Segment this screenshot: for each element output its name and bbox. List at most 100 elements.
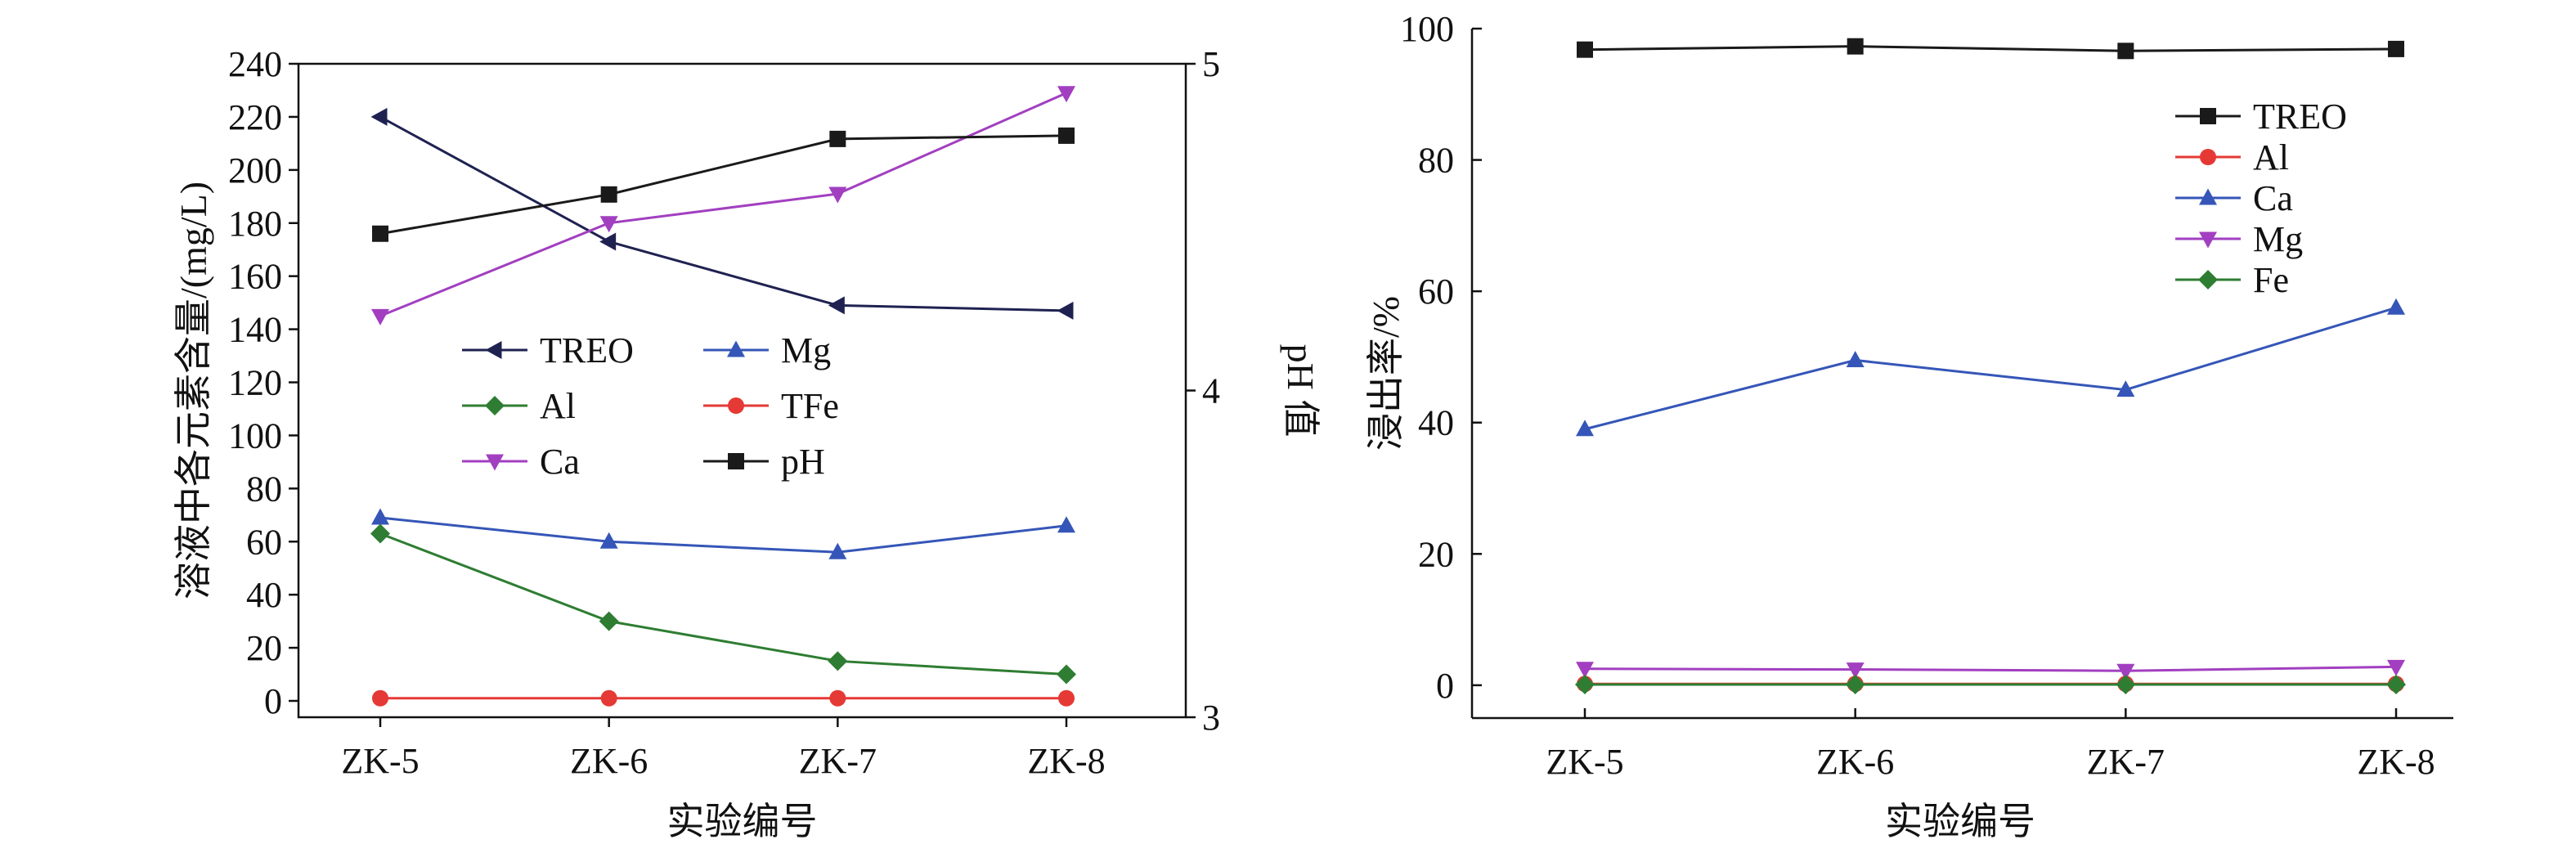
x-axis-label: 实验编号 <box>1885 801 2035 842</box>
right-chart: 0 20 40 60 80 100 ZK-5 ZK-6 ZK-7 ZK-8 实验编号 浸出率/% TRE… <box>1365 9 2453 842</box>
data-point-treo <box>370 107 388 126</box>
data-point-fe <box>1845 675 1865 695</box>
y-tick-label: 160 <box>228 257 282 297</box>
x-tick-label: ZK-7 <box>2087 742 2165 782</box>
data-point-fe <box>2116 675 2136 695</box>
legend-marker-ca <box>486 454 504 471</box>
y-tick-label: 40 <box>246 575 282 615</box>
data-point-ca <box>599 216 618 233</box>
legend-label-al: Al <box>540 386 576 426</box>
data-point-mg <box>2116 663 2135 680</box>
y2-tick-label: 5 <box>1202 44 1220 84</box>
y-axis-label: 浸出率/% <box>1365 296 1407 451</box>
data-point-mg <box>599 532 618 549</box>
series-line-mg <box>379 516 1067 554</box>
data-point-mg <box>828 542 847 559</box>
data-point-treo <box>1847 38 1864 55</box>
y-tick-label: 140 <box>228 310 282 350</box>
series-line-ca <box>1584 306 2397 431</box>
y-tick-label: 0 <box>1436 666 1454 706</box>
y-tick-label: 120 <box>228 363 282 403</box>
data-point-treo <box>2388 40 2404 57</box>
legend-label-mg: Mg <box>781 330 831 370</box>
data-point-treo <box>2117 43 2134 60</box>
x-axis-label: 实验编号 <box>667 801 818 842</box>
y2-tick-label: 4 <box>1202 371 1220 411</box>
legend-marker-ca <box>2199 188 2217 205</box>
y-tick-label: 220 <box>228 97 282 137</box>
legend-marker-treo <box>2200 108 2216 124</box>
y-tick-label: 80 <box>246 469 282 509</box>
legend-marker-treo <box>485 341 502 359</box>
data-point-fe <box>1575 675 1595 695</box>
data-point-mg <box>371 508 389 525</box>
data-point-ph <box>829 130 846 147</box>
y-tick-label: 20 <box>1418 534 1454 574</box>
y-tick-label: 100 <box>228 415 282 456</box>
x-tick-label: ZK-5 <box>341 741 419 781</box>
data-point-mg <box>2387 659 2405 676</box>
legend-label-ca: Ca <box>540 442 580 482</box>
legend-marker-tfe <box>728 397 744 414</box>
data-point-al <box>370 523 390 544</box>
legend-label-al: Al <box>2253 137 2289 177</box>
data-point-al <box>1057 664 1076 685</box>
y2-axis-label: pH 值 <box>1280 344 1322 438</box>
y-tick-label: 100 <box>1400 9 1454 49</box>
legend-marker-al <box>485 396 505 415</box>
data-point-mg <box>1057 516 1075 533</box>
data-point-treo <box>1577 41 1593 58</box>
legend-label-ca: Ca <box>2253 178 2293 218</box>
data-point-ca <box>2116 380 2135 397</box>
data-point-tfe <box>1058 689 1075 707</box>
y-tick-label: 60 <box>1418 272 1454 312</box>
x-tick-label: ZK-6 <box>1816 742 1894 782</box>
data-point-fe <box>2386 675 2406 695</box>
legend-label-treo: TREO <box>2253 97 2347 137</box>
series-line-mg <box>1584 665 2397 672</box>
y-tick-label: 240 <box>228 44 282 84</box>
data-point-ph <box>372 225 388 242</box>
series-line-treo <box>379 115 1067 312</box>
x-tick-label: ZK-8 <box>2357 742 2435 782</box>
data-point-ca <box>1057 86 1075 103</box>
series-line-al <box>379 532 1067 676</box>
legend-marker-mg <box>727 340 745 357</box>
data-point-ca <box>1846 350 1865 367</box>
x-tick-label: ZK-8 <box>1027 741 1105 781</box>
legend-label-mg: Mg <box>2253 219 2303 259</box>
x-tick-label: ZK-7 <box>799 741 877 781</box>
y-tick-label: 40 <box>1418 403 1454 443</box>
data-point-ca <box>371 308 389 325</box>
y-tick-label: 180 <box>228 204 282 244</box>
data-point-treo <box>1057 301 1074 320</box>
data-point-al <box>599 611 619 631</box>
data-point-ca <box>828 186 847 204</box>
y-tick-label: 0 <box>264 681 282 721</box>
data-point-mg <box>1576 662 1594 679</box>
x-tick-label: ZK-6 <box>570 741 648 781</box>
legend-label-treo: TREO <box>540 330 634 370</box>
data-point-ca <box>2387 298 2405 315</box>
data-point-ca <box>1576 420 1594 437</box>
x-tick-label: ZK-5 <box>1546 742 1623 782</box>
data-point-al <box>828 651 848 671</box>
y-tick-label: 200 <box>228 150 282 191</box>
y-tick-label: 60 <box>246 522 282 562</box>
y-tick-label: 80 <box>1418 141 1454 181</box>
y-tick-label: 20 <box>246 628 282 668</box>
series-line-treo <box>1584 45 2397 52</box>
data-point-tfe <box>829 689 846 707</box>
data-point-tfe <box>372 689 388 707</box>
data-point-ph <box>1058 127 1075 144</box>
legend-marker-mg <box>2199 231 2217 249</box>
legend-marker-fe <box>2198 270 2218 290</box>
data-point-treo <box>599 232 617 251</box>
series-line-ca <box>379 92 1067 317</box>
legend-label-ph: pH <box>781 442 825 482</box>
data-point-mg <box>1846 662 1865 680</box>
y-axis-label: 溶液中各元素含量/(mg/L) <box>173 182 214 599</box>
data-point-ph <box>600 186 617 203</box>
series-line-ph <box>379 134 1067 236</box>
